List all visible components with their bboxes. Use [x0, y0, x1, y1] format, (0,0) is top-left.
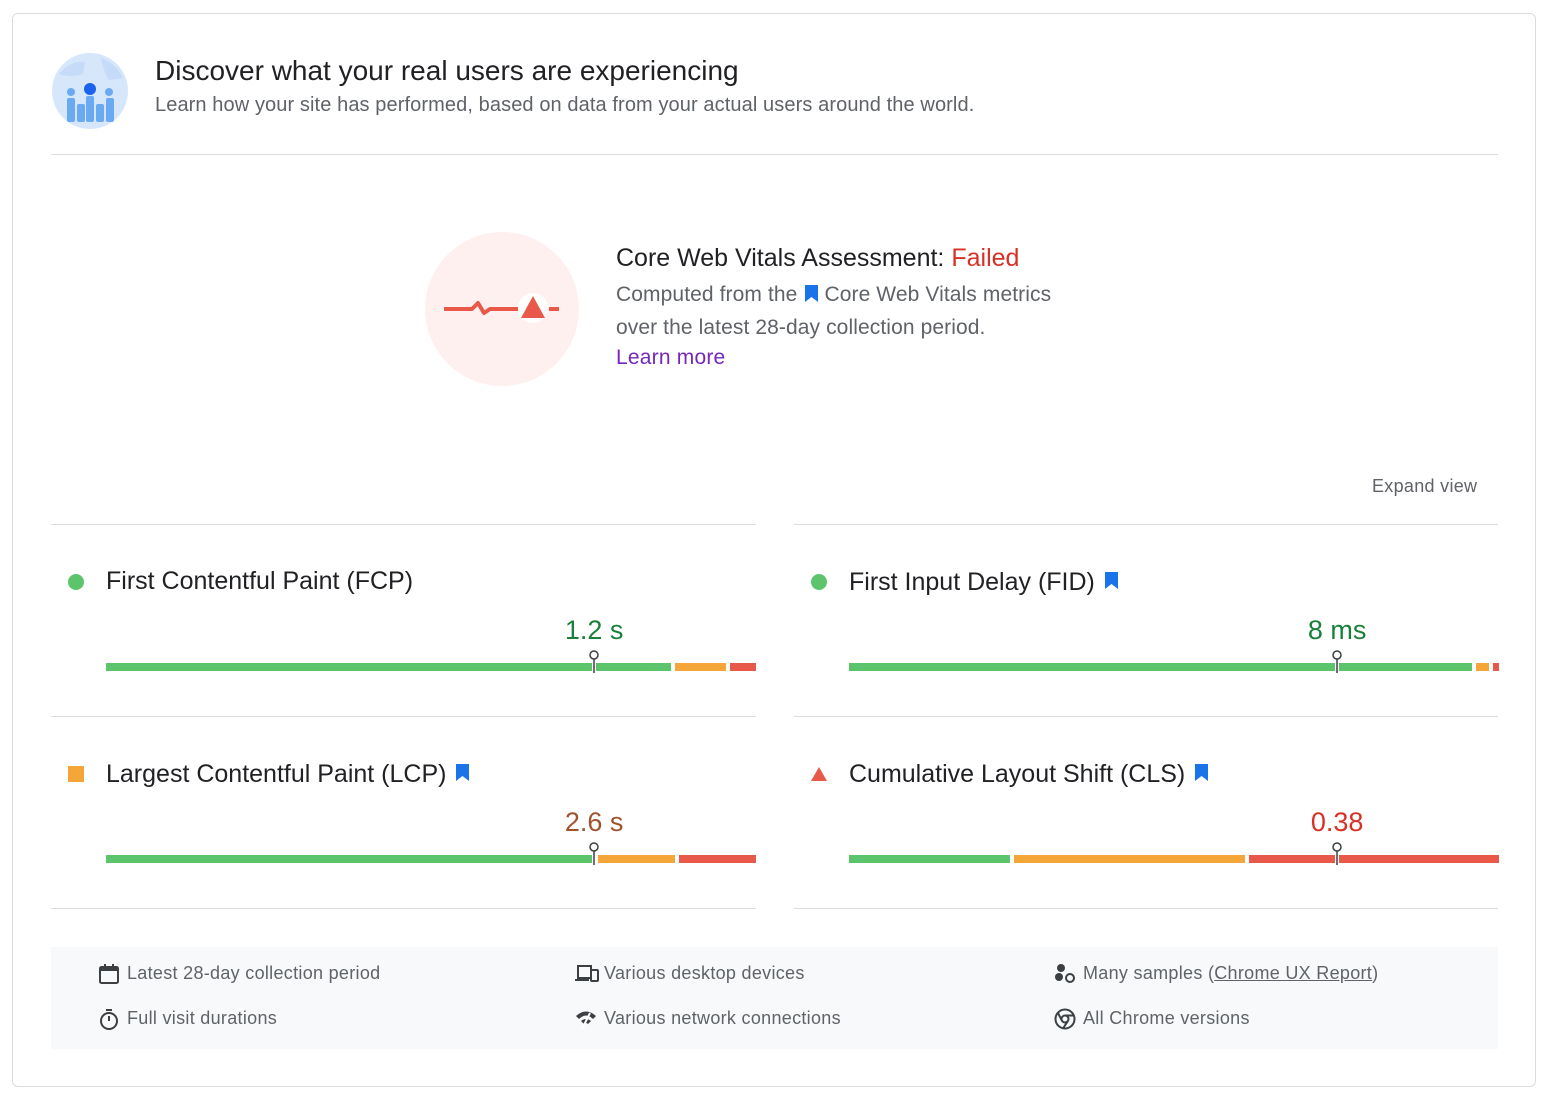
- metric-cls[interactable]: Cumulative Layout Shift (CLS) 0.38: [795, 716, 1499, 908]
- good-segment: [849, 663, 1472, 671]
- devices-icon: [575, 963, 599, 985]
- footer-summary: Latest 28-day collection period Various …: [51, 947, 1498, 1049]
- distribution-bar: [849, 663, 1499, 671]
- poor-segment: [1248, 855, 1499, 863]
- good-segment: [106, 663, 671, 671]
- assessment-failed-icon: [425, 232, 579, 386]
- metric-value: 2.6 s: [564, 807, 624, 837]
- bookmark-icon: [805, 284, 819, 308]
- metric-fcp[interactable]: First Contentful Paint (FCP) 1.2 s: [52, 524, 756, 716]
- timer-icon: [98, 1008, 120, 1030]
- learn-more-link[interactable]: Learn more: [616, 346, 726, 369]
- real-users-icon: [51, 52, 129, 130]
- percentile-marker-icon: [588, 649, 600, 673]
- page-subtitle: Learn how your site has performed, based…: [155, 94, 975, 116]
- good-segment: [849, 855, 1010, 863]
- distribution-bar: [849, 855, 1499, 863]
- distribution-bar: [106, 855, 756, 863]
- assessment-title-label: Core Web Vitals Assessment:: [616, 244, 945, 272]
- metric-value: 8 ms: [1307, 615, 1367, 645]
- poor-segment: [1492, 663, 1499, 671]
- poor-segment: [678, 855, 756, 863]
- distribution-bar: [106, 663, 756, 671]
- status-needs-improvement-icon: [68, 766, 84, 782]
- metric-name: Cumulative Layout Shift (CLS): [849, 759, 1209, 789]
- assessment-description-prefix: Computed from the: [616, 283, 798, 306]
- good-segment: [106, 855, 594, 863]
- needs-improvement-segment: [1475, 663, 1489, 671]
- metric-value: 1.2 s: [564, 615, 624, 645]
- assessment-status: Failed: [951, 244, 1020, 272]
- network-icon: [575, 1008, 597, 1030]
- metric-fid[interactable]: First Input Delay (FID) 8 ms: [795, 524, 1499, 716]
- metrics-divider-mid-left: [51, 716, 756, 717]
- expand-view-button[interactable]: Expand view: [1372, 476, 1478, 496]
- percentile-marker-icon: [1331, 649, 1343, 673]
- core-web-vitals-link[interactable]: Core Web Vitals metrics: [824, 283, 1052, 306]
- poor-segment: [730, 663, 756, 671]
- metric-name: First Contentful Paint (FCP): [106, 567, 414, 595]
- metrics-divider-top-left: [51, 524, 756, 525]
- assessment-description-line2: over the latest 28-day collection period…: [616, 316, 986, 339]
- percentile-marker-icon: [1331, 841, 1343, 865]
- needs-improvement-segment: [674, 663, 727, 671]
- assessment-description-line1: Computed from the Core Web Vitals metrics: [616, 283, 1051, 308]
- needs-improvement-segment: [1013, 855, 1245, 863]
- metrics-divider-top-right: [794, 524, 1498, 525]
- calendar-icon: [98, 963, 120, 985]
- percentile-marker-icon: [588, 841, 600, 865]
- bookmark-icon: [456, 759, 470, 788]
- bookmark-icon: [1195, 759, 1209, 788]
- status-poor-icon: [811, 766, 827, 782]
- bookmark-icon: [1104, 567, 1118, 596]
- status-good-icon: [68, 574, 84, 590]
- assessment-title: Core Web Vitals Assessment: Failed: [616, 244, 1019, 273]
- samples-icon: [1054, 963, 1076, 985]
- page-title: Discover what your real users are experi…: [155, 55, 739, 86]
- metric-name: First Input Delay (FID): [849, 567, 1118, 597]
- needs-improvement-segment: [597, 855, 675, 863]
- chrome-ux-report-link[interactable]: Chrome UX Report: [1214, 963, 1373, 983]
- metrics-divider-bottom-right: [794, 908, 1498, 909]
- header-divider: [51, 154, 1498, 155]
- chrome-icon: [1054, 1008, 1076, 1030]
- metric-name: Largest Contentful Paint (LCP): [106, 759, 470, 789]
- status-good-icon: [811, 574, 827, 590]
- metrics-divider-mid-right: [794, 716, 1498, 717]
- metrics-divider-bottom-left: [51, 908, 756, 909]
- metric-value: 0.38: [1310, 807, 1364, 837]
- metric-lcp[interactable]: Largest Contentful Paint (LCP) 2.6 s: [52, 716, 756, 908]
